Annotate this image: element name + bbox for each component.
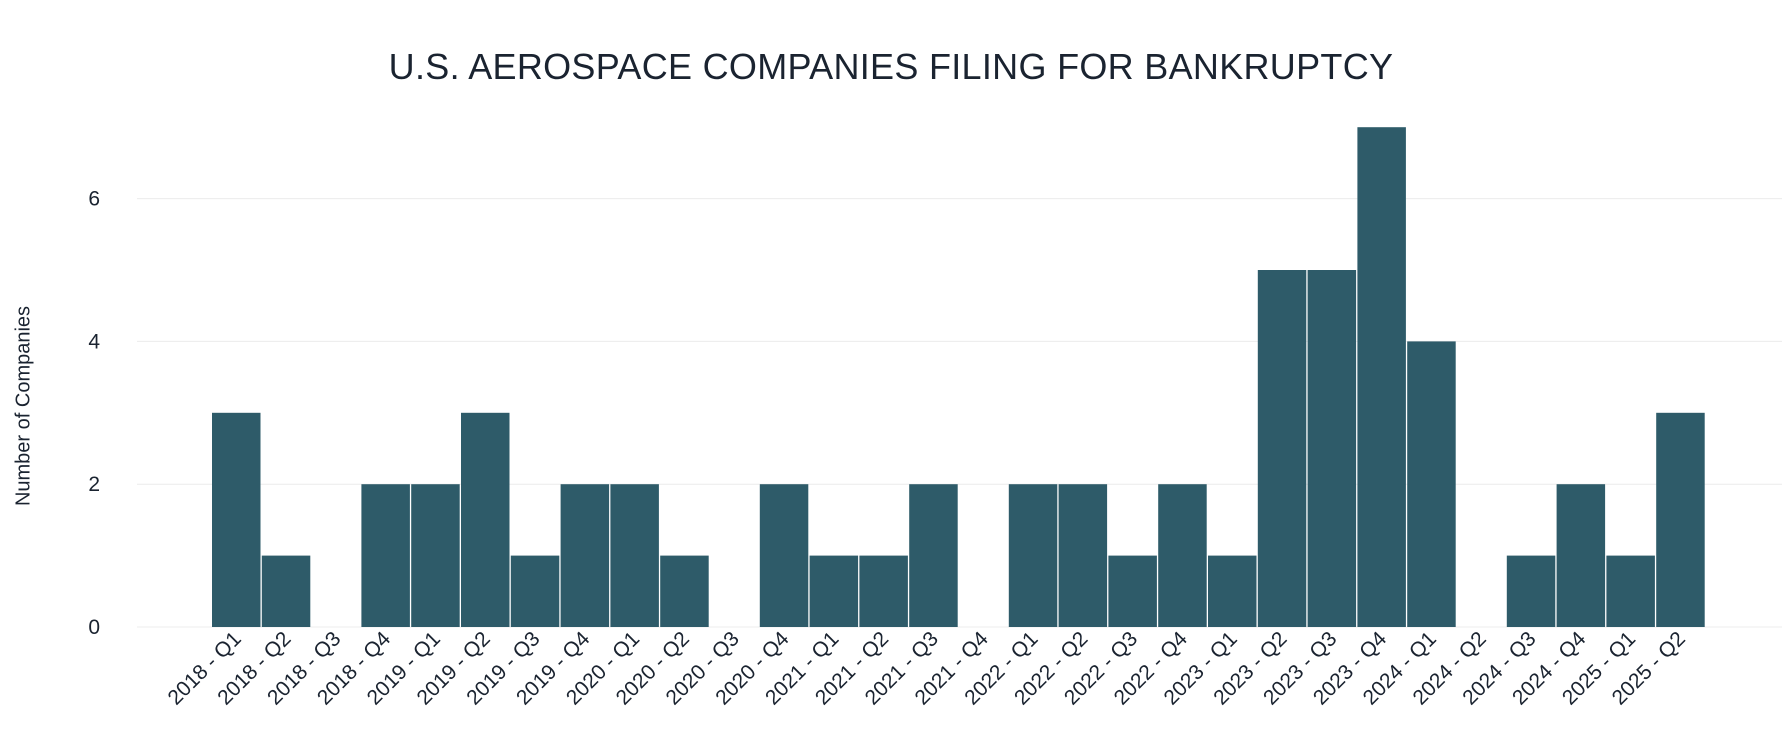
bar (1656, 412, 1705, 627)
bar (1208, 555, 1257, 627)
bar (759, 484, 809, 627)
bar (361, 484, 410, 627)
bar (610, 484, 659, 627)
bar (660, 555, 709, 627)
bar (1357, 127, 1406, 627)
chart-title: U.S. AEROSPACE COMPANIES FILING FOR BANK… (388, 46, 1394, 87)
y-tick-label: 4 (88, 330, 100, 353)
bar (1556, 484, 1606, 627)
bar (809, 555, 859, 627)
bars (212, 127, 1705, 627)
bar (1158, 484, 1207, 627)
bar (1506, 555, 1556, 627)
y-tick-label: 2 (88, 473, 100, 496)
y-tick-label: 6 (88, 188, 100, 211)
bar (1108, 555, 1157, 627)
bar (1058, 484, 1108, 627)
bar (411, 484, 460, 627)
bar (510, 555, 560, 627)
bar (859, 555, 908, 627)
bar (1008, 484, 1058, 627)
bar (212, 412, 261, 627)
bar (1307, 270, 1357, 627)
bar (909, 484, 958, 627)
bar (1606, 555, 1655, 627)
y-tick-label: 0 (88, 616, 100, 639)
y-axis-ticks: 0 2 4 6 (88, 188, 100, 639)
bar (261, 555, 311, 627)
bar (560, 484, 610, 627)
bar (461, 412, 510, 627)
bar (1257, 270, 1307, 627)
bar (1407, 341, 1456, 627)
